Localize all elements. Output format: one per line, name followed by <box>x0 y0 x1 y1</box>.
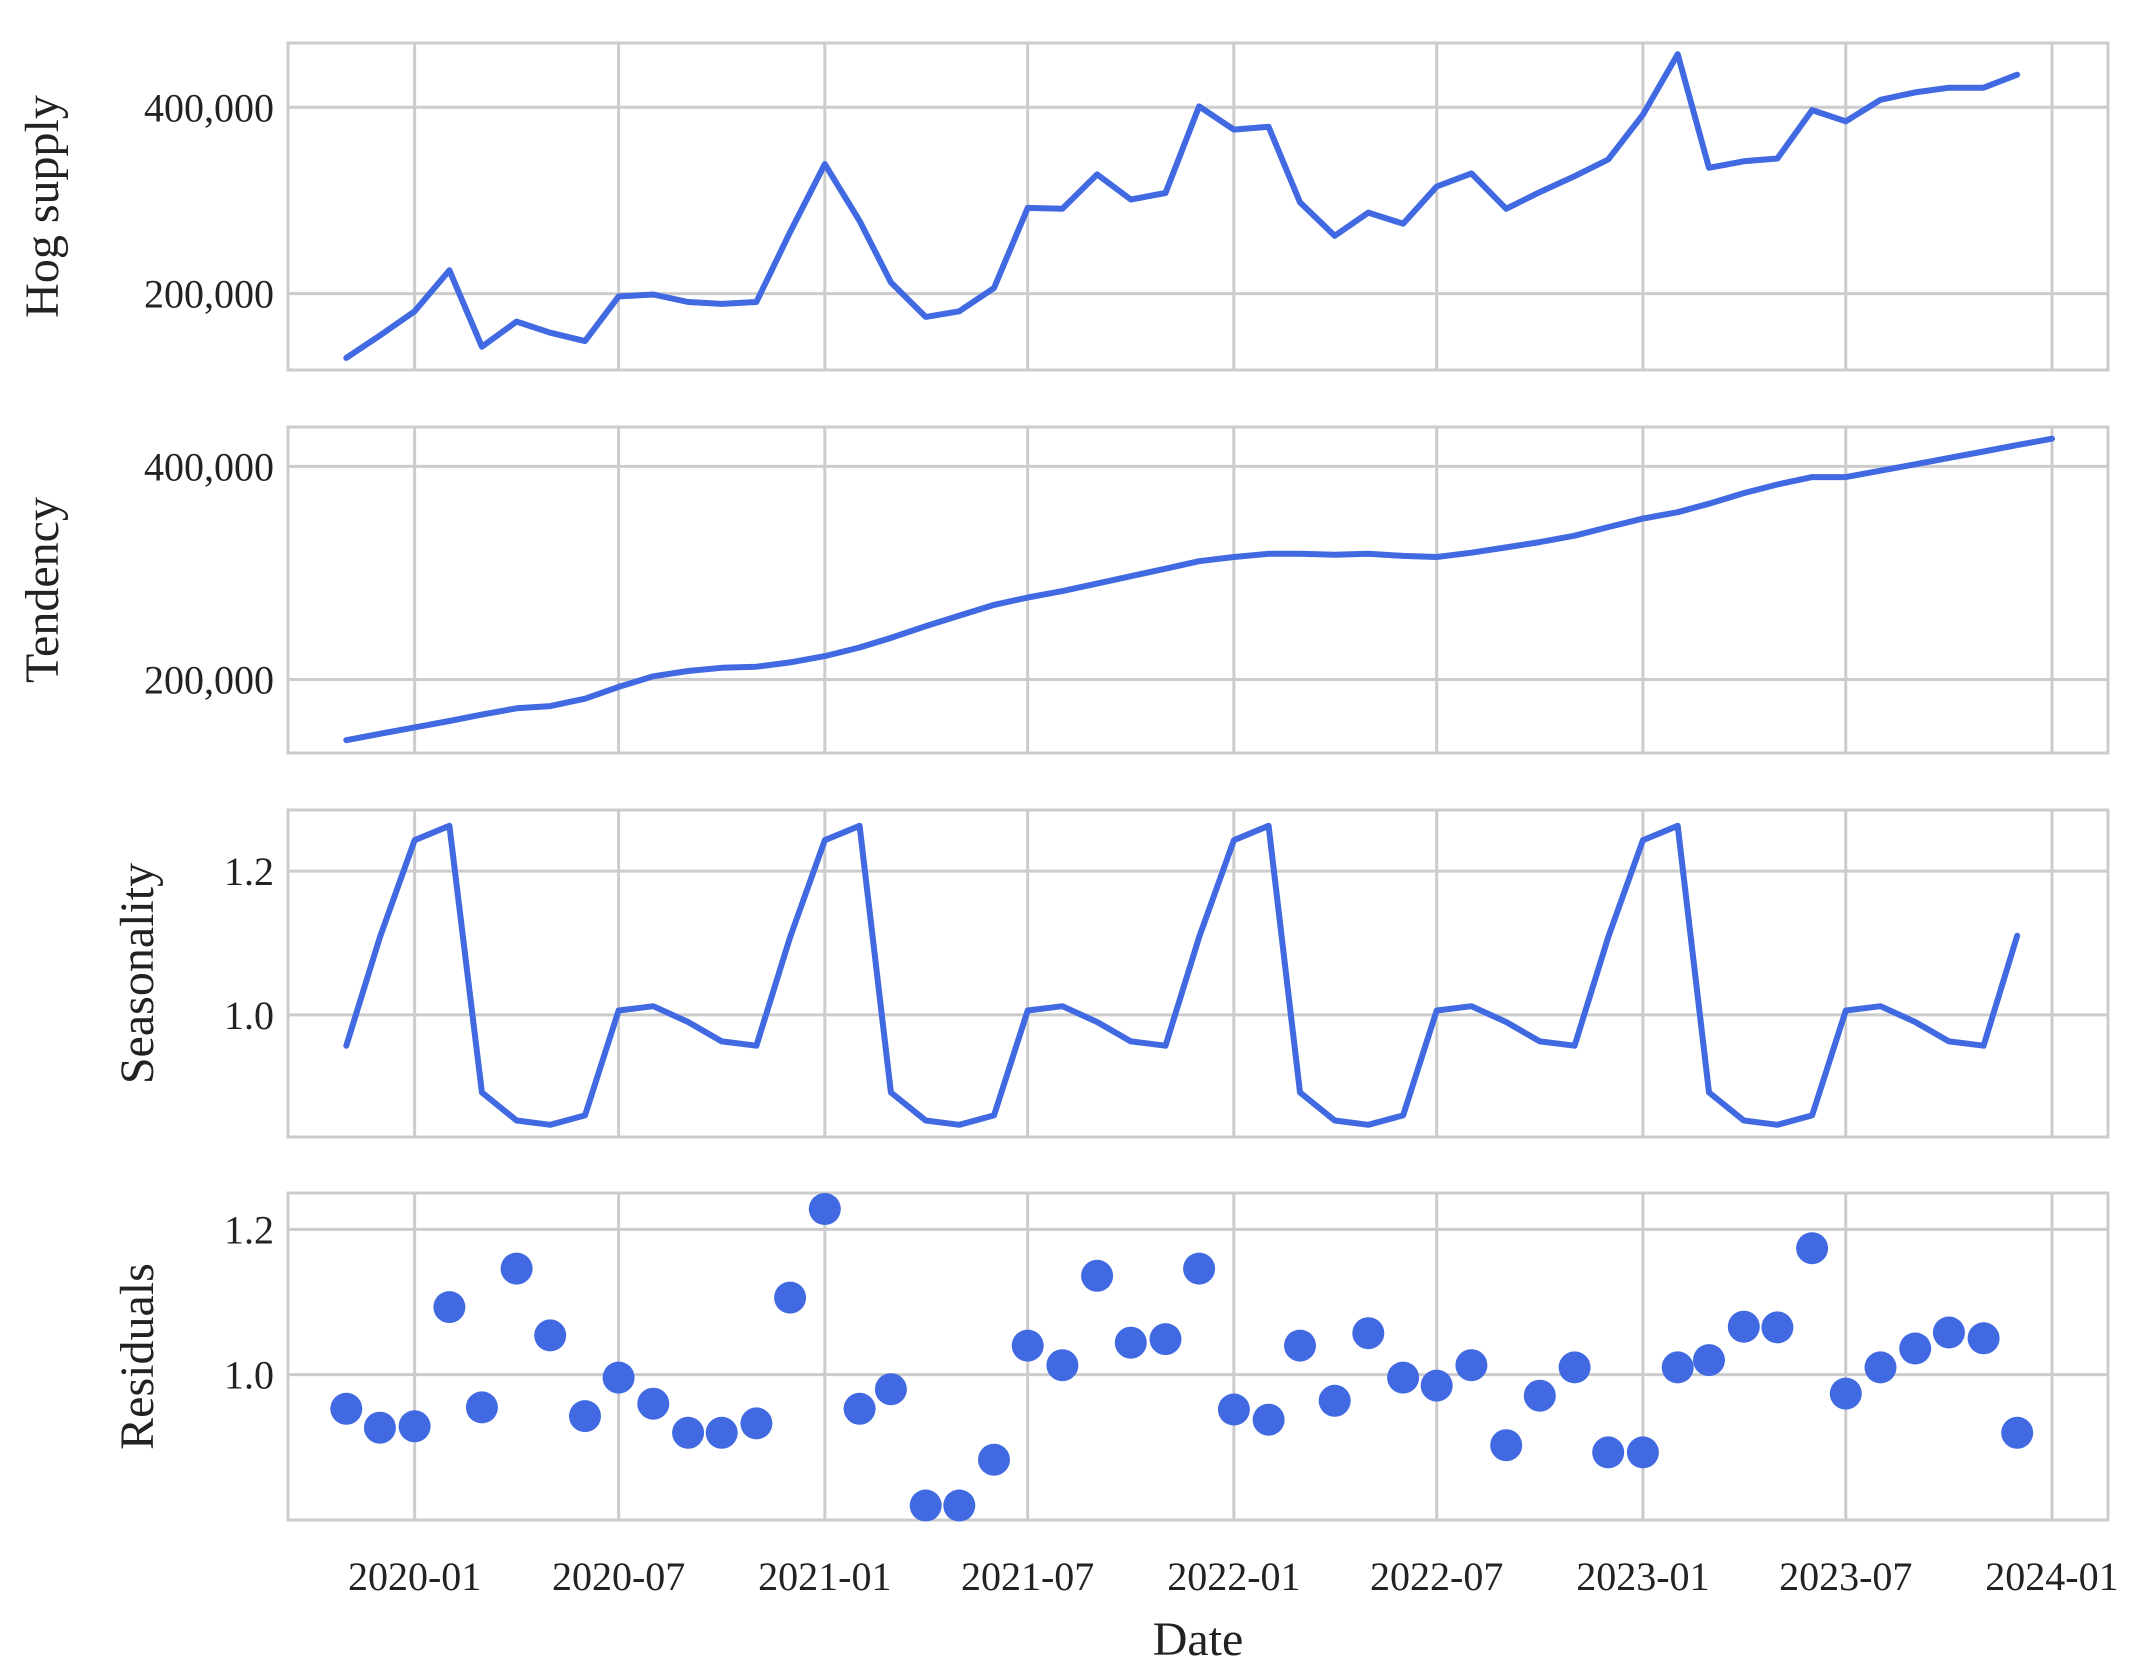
residual-point <box>705 1416 738 1449</box>
x-tick-label: 2023-07 <box>1779 1554 1912 1599</box>
residual-point <box>1387 1361 1420 1394</box>
residual-point <box>398 1410 431 1443</box>
series-line <box>343 435 2055 744</box>
residual-point <box>1011 1329 1044 1362</box>
residual-point <box>1899 1332 1932 1365</box>
y-tick-label: 1.2 <box>224 1207 274 1252</box>
residual-point <box>1592 1436 1625 1469</box>
y-tick-label: 200,000 <box>144 657 274 702</box>
residual-point <box>1081 1259 1114 1292</box>
y-axis-title: Tendency <box>16 497 69 683</box>
panels-group: 200,000 400,000 Hog supply 200,000 400,000 Te… <box>16 41 2110 1522</box>
panel-tendency: 200,000 400,000 Tendency <box>16 425 2110 755</box>
residual-point <box>465 1391 498 1424</box>
residual-point <box>1558 1351 1591 1384</box>
panel-seasonality: 1.0 1.2 Seasonality <box>111 808 2110 1139</box>
x-tick-label: 2023-01 <box>1576 1554 1709 1599</box>
residual-point <box>943 1489 976 1522</box>
residual-point <box>1284 1329 1316 1362</box>
series-line <box>343 51 2021 361</box>
residual-point <box>637 1387 670 1420</box>
y-tick-label: 400,000 <box>144 444 274 489</box>
y-axis-title: Residuals <box>111 1263 164 1450</box>
panel-residuals: 1.0 1.2 Residuals <box>111 1191 2110 1522</box>
residual-point <box>1796 1232 1829 1265</box>
panel-hog-supply: 200,000 400,000 Hog supply <box>16 41 2110 372</box>
residual-point <box>433 1291 466 1324</box>
residual-point <box>1420 1369 1453 1402</box>
residual-point <box>774 1281 807 1314</box>
residual-point <box>1318 1384 1351 1417</box>
residual-point <box>978 1443 1010 1476</box>
y-tick-label: 1.0 <box>224 993 274 1038</box>
residual-point <box>1693 1344 1725 1377</box>
x-tick-label: 2022-01 <box>1167 1554 1300 1599</box>
panel-frame <box>286 1191 2110 1522</box>
residual-point <box>1661 1351 1694 1384</box>
residual-point <box>1932 1316 1965 1349</box>
residual-point <box>1046 1349 1079 1382</box>
residual-point <box>808 1193 841 1225</box>
y-tick-label: 200,000 <box>144 272 274 317</box>
y-axis-title: Hog supply <box>16 95 69 318</box>
residual-point <box>500 1252 533 1285</box>
residual-point <box>363 1411 396 1444</box>
residual-point <box>1829 1377 1862 1410</box>
x-tick-label: 2021-01 <box>758 1554 891 1599</box>
residual-point <box>874 1373 907 1406</box>
residual-point <box>602 1361 635 1394</box>
residual-point <box>740 1407 773 1440</box>
x-tick-label: 2024-01 <box>1985 1554 2118 1599</box>
y-tick-label: 1.2 <box>224 849 274 894</box>
residual-point <box>843 1392 876 1425</box>
residual-point <box>2001 1416 2034 1449</box>
series-line <box>343 822 2021 1128</box>
residual-point <box>1626 1436 1659 1469</box>
residual-point <box>1252 1403 1285 1436</box>
residual-point <box>672 1416 705 1449</box>
residual-point <box>1149 1323 1182 1356</box>
y-tick-label: 1.0 <box>224 1353 274 1398</box>
x-axis-title: Date <box>1153 1613 1244 1666</box>
residual-point <box>569 1400 601 1433</box>
x-tick-label: 2021-07 <box>961 1554 1094 1599</box>
residual-point <box>1761 1311 1794 1344</box>
residual-point <box>1217 1393 1250 1426</box>
residual-point <box>1727 1310 1760 1343</box>
residual-point <box>909 1489 942 1522</box>
y-tick-label: 400,000 <box>144 85 274 130</box>
residual-point <box>1967 1322 2000 1355</box>
residual-point <box>534 1319 567 1352</box>
residual-point <box>1864 1351 1897 1384</box>
residual-point <box>1114 1326 1147 1359</box>
x-tick-label: 2022-07 <box>1370 1554 1503 1599</box>
panel-frame <box>286 808 2110 1139</box>
panel-frame <box>286 425 2110 755</box>
residual-point <box>1490 1429 1523 1462</box>
residual-point <box>330 1392 363 1425</box>
panel-frame <box>286 41 2110 372</box>
x-tick-label: 2020-01 <box>348 1554 481 1599</box>
residual-point <box>1183 1252 1216 1285</box>
x-tick-label: 2020-07 <box>552 1554 685 1599</box>
residual-point <box>1455 1349 1488 1382</box>
residual-point <box>1523 1379 1556 1412</box>
residual-point <box>1352 1317 1385 1350</box>
x-axis: 2020-01 2020-07 2021-01 2021-07 2022-01 2022-… <box>348 1554 2119 1599</box>
y-axis-title: Seasonality <box>111 863 164 1084</box>
